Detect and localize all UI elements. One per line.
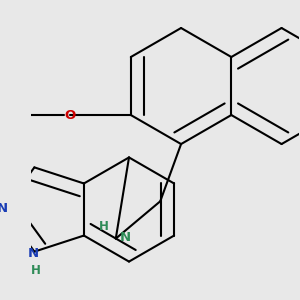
Text: O: O bbox=[64, 109, 76, 122]
Text: N: N bbox=[27, 247, 38, 260]
Text: N: N bbox=[0, 202, 8, 214]
Text: N: N bbox=[120, 231, 131, 244]
Text: H: H bbox=[98, 220, 108, 232]
Text: H: H bbox=[31, 264, 41, 277]
